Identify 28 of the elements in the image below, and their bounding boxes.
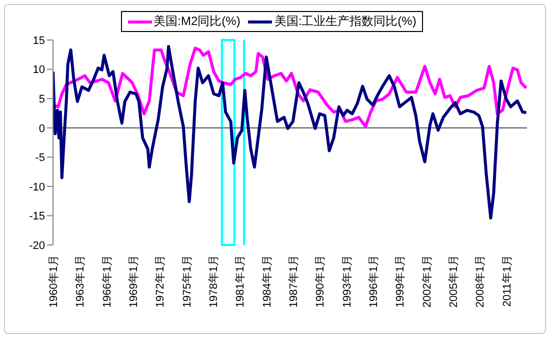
x-tick-label: 1978年1月 [208, 255, 220, 308]
x-tick-label: 1960年1月 [48, 255, 60, 308]
x-tick-label: 1993年1月 [341, 255, 354, 308]
x-tick-label: 2011年1月 [501, 255, 514, 307]
legend-label: 美国:M2同比(%) [152, 13, 240, 30]
y-tick-label: -10 [29, 181, 45, 194]
x-tick-label: 1975年1月 [181, 255, 194, 308]
y-tick-label: -20 [29, 240, 45, 252]
x-tick-label: 1996年1月 [368, 255, 380, 308]
x-tick-label: 1963年1月 [74, 255, 87, 308]
x-tick-label: 1999年1月 [394, 255, 407, 308]
x-tick-label: 2008年1月 [474, 255, 487, 308]
x-tick-label: 1981年1月 [234, 255, 247, 308]
y-tick-label: 10 [32, 64, 45, 76]
x-tick-label: 2005年1月 [448, 255, 460, 308]
x-tick-label: 1966年1月 [101, 255, 114, 308]
y-tick-label: -15 [29, 210, 45, 223]
y-tick-label: 0 [38, 122, 45, 135]
y-tick-label: -5 [35, 152, 45, 164]
y-tick-label: 15 [32, 34, 45, 47]
x-tick-label: 2002年1月 [421, 255, 434, 308]
y-tick-label: 5 [38, 93, 45, 106]
x-tick-label: 1969年1月 [128, 255, 140, 308]
x-tick-label: 1987年1月 [288, 255, 300, 308]
legend-label: 美国:工业生产指数同比(%) [273, 13, 416, 30]
x-tick-label: 1990年1月 [314, 255, 327, 308]
x-tick-label: 1984年1月 [261, 255, 274, 308]
x-tick-label: 1972年1月 [154, 255, 167, 308]
